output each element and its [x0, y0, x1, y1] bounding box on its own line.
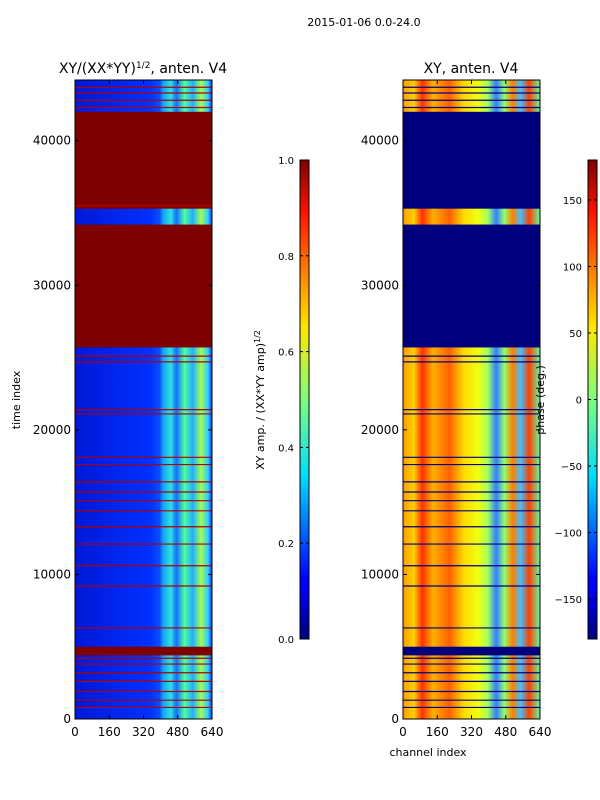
amplitude-y-tick-label: 10000 — [33, 567, 71, 581]
phase-colorbar-tick-label: 50 — [569, 329, 582, 340]
amplitude-colorbar-tick-label: 0.8 — [278, 252, 294, 263]
amplitude-title-tail: , anten. V4 — [150, 61, 227, 77]
amplitude-colorbar-label-exponent: 1/2 — [253, 330, 262, 343]
phase-flag-lines — [403, 86, 540, 709]
amplitude-x-tick-label: 640 — [201, 725, 224, 739]
phase-colorbar-tick-label: −150 — [555, 595, 582, 606]
phase-colorbar-label: phase (deg.) — [534, 365, 547, 435]
phase-panel: XY, anten. V4 0 160 320 480 640 0 10000 20000 3… — [361, 61, 552, 759]
amplitude-colorbar-label-main: XY amp. / (XX*YY amp) — [254, 343, 267, 470]
phase-y-tick-label: 10000 — [361, 567, 399, 581]
amplitude-title-main: XY/(XX*YY) — [59, 61, 136, 77]
amplitude-band — [75, 646, 212, 656]
phase-colorbar-tick-label: −50 — [561, 462, 582, 473]
phase-y-tick-label: 0 — [391, 712, 399, 726]
amplitude-panel: XY/(XX*YY)1/2, anten. V4 0 160 320 480 640 0… — [10, 61, 227, 739]
phase-y-tick-label: 40000 — [361, 134, 399, 148]
phase-x-ticks: 0 160 320 480 640 — [399, 80, 551, 739]
amplitude-x-tick-label: 480 — [166, 725, 189, 739]
phase-colorbar-ticks: −150 −100 −50 0 50 100 150 — [555, 196, 597, 606]
amplitude-colorbar-ticks: 0.0 0.2 0.4 0.6 0.8 1.0 — [278, 156, 309, 646]
phase-flagged-bands — [403, 111, 540, 656]
amplitude-band — [75, 224, 212, 348]
phase-x-tick-label: 320 — [460, 725, 483, 739]
phase-x-axis-label: channel index — [389, 746, 467, 759]
phase-colorbar: −150 −100 −50 0 50 100 150 phase (deg.) — [534, 159, 598, 640]
amplitude-y-ticks: 0 10000 20000 30000 40000 — [33, 134, 212, 726]
amplitude-colorbar-tick-label: 1.0 — [278, 156, 294, 167]
phase-x-tick-label: 480 — [494, 725, 517, 739]
amplitude-x-tick-label: 0 — [71, 725, 79, 739]
amplitude-x-tick-label: 320 — [132, 725, 155, 739]
amplitude-saturated-bands — [75, 111, 212, 656]
phase-colorbar-tick-label: 150 — [563, 196, 582, 207]
phase-y-tick-label: 30000 — [361, 278, 399, 292]
phase-panel-title: XY, anten. V4 — [424, 61, 519, 77]
phase-y-tick-label: 20000 — [361, 423, 399, 437]
phase-x-tick-label: 0 — [399, 725, 407, 739]
phase-band — [403, 646, 540, 656]
amplitude-colorbar-gradient — [299, 159, 310, 640]
phase-band — [403, 111, 540, 209]
phase-x-tick-label: 160 — [426, 725, 449, 739]
figure-suptitle: 2015-01-06 0.0-24.0 — [307, 16, 420, 29]
phase-x-tick-label: 640 — [529, 725, 552, 739]
amplitude-flag-lines — [75, 86, 212, 709]
amplitude-y-axis-label: time index — [10, 370, 23, 429]
amplitude-x-tick-label: 160 — [98, 725, 121, 739]
amplitude-colorbar-tick-label: 0.4 — [278, 443, 294, 454]
amplitude-y-tick-label: 40000 — [33, 134, 71, 148]
amplitude-band — [75, 111, 212, 209]
amplitude-title-exponent: 1/2 — [136, 61, 150, 71]
amplitude-x-ticks: 0 160 320 480 640 — [71, 80, 223, 739]
amplitude-colorbar-tick-label: 0.2 — [278, 539, 294, 550]
phase-band — [403, 224, 540, 348]
phase-colorbar-tick-label: 0 — [576, 396, 582, 407]
phase-colorbar-tick-label: −100 — [555, 529, 582, 540]
amplitude-y-tick-label: 20000 — [33, 423, 71, 437]
amplitude-colorbar-tick-label: 0.6 — [278, 348, 294, 359]
phase-y-ticks: 0 10000 20000 30000 40000 — [361, 134, 540, 726]
amplitude-y-tick-label: 30000 — [33, 278, 71, 292]
amplitude-colorbar-label: XY amp. / (XX*YY amp)1/2 — [253, 330, 268, 470]
amplitude-panel-title: XY/(XX*YY)1/2, anten. V4 — [59, 61, 227, 77]
amplitude-colorbar: 0.0 0.2 0.4 0.6 0.8 1.0 XY amp. / (XX*YY amp)… — [253, 156, 310, 646]
phase-colorbar-tick-label: 100 — [563, 262, 582, 273]
amplitude-colorbar-tick-label: 0.0 — [278, 635, 294, 646]
amplitude-y-tick-label: 0 — [63, 712, 71, 726]
